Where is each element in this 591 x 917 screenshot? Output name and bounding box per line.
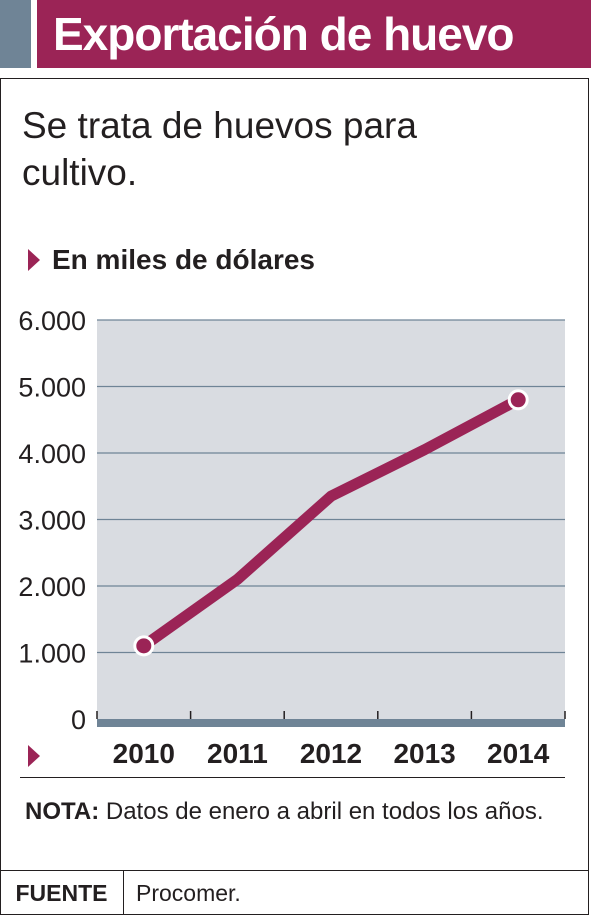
data-point: [133, 635, 155, 657]
source-row: FUENTE Procomer.: [0, 870, 589, 915]
y-tick-label: 1.000: [18, 639, 86, 669]
note-divider: [20, 777, 565, 778]
x-tick-label: 2010: [113, 738, 175, 769]
y-tick-label: 5.000: [18, 373, 86, 403]
content-frame: [0, 78, 589, 915]
header-accent: [0, 0, 31, 68]
unit-row: En miles de dólares: [28, 244, 315, 276]
header: Exportación de huevo: [0, 0, 591, 68]
y-tick-label: 4.000: [18, 439, 86, 469]
y-tick-label: 6.000: [18, 306, 86, 336]
subtitle: Se trata de huevos para cultivo.: [22, 105, 417, 193]
unit-label: En miles de dólares: [52, 244, 315, 275]
source-label: FUENTE: [0, 871, 124, 915]
y-tick-label: 2.000: [18, 572, 86, 602]
data-point: [507, 389, 529, 411]
note-text: Datos de enero a abril en todos los años…: [105, 798, 544, 825]
page-title: Exportación de huevo: [53, 8, 515, 60]
triangle-right-icon: [28, 745, 40, 767]
series-line: [138, 394, 524, 652]
note: NOTA: Datos de enero a abril en todos lo…: [25, 798, 544, 826]
x-tick-label: 2013: [393, 738, 455, 769]
note-label: NOTA:: [25, 798, 100, 825]
chart-svg: 0 1.000 2.000 3.000 4.000 5.000 6.000 2010 2011 2…: [18, 306, 566, 769]
x-axis-line: [97, 719, 565, 727]
triangle-right-icon: [28, 249, 40, 271]
x-tick-label: 2012: [300, 738, 362, 769]
y-tick-label: 3.000: [18, 506, 86, 536]
header-title-box: Exportación de huevo: [37, 0, 591, 68]
source-value: Procomer.: [136, 879, 241, 906]
y-tick-label: 0: [71, 705, 86, 735]
x-tick-label: 2014: [487, 738, 550, 769]
x-tick-label: 2011: [207, 738, 268, 769]
line-chart: 0 1.000 2.000 3.000 4.000 5.000 6.000 2010 2011 2…: [0, 300, 591, 780]
